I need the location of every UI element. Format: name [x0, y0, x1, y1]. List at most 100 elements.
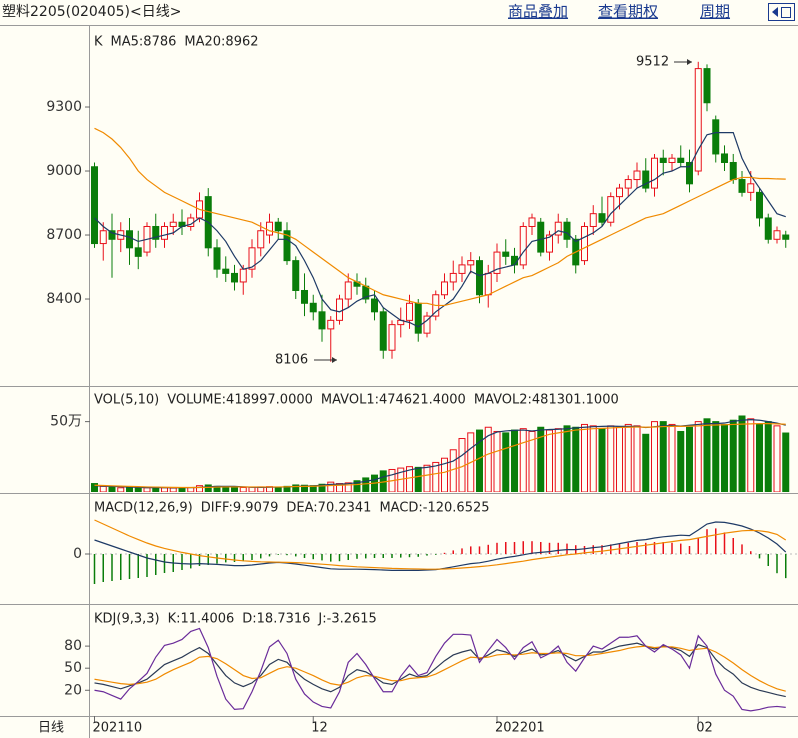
volume-bar [703, 418, 711, 492]
volume-bar [406, 466, 413, 492]
candle-body [266, 221, 273, 236]
candle-body [476, 260, 483, 296]
candle-body [449, 272, 457, 283]
candle-body [773, 230, 781, 240]
candle-body [659, 157, 667, 163]
y-tick-label: 8400 [46, 291, 82, 307]
y-tick-label: 80 [64, 638, 82, 654]
volume-bar [511, 429, 518, 492]
panel-plot [91, 61, 790, 362]
volume-bar [169, 487, 177, 492]
y-tick-label: 20 [64, 682, 82, 698]
volume-bar [747, 418, 755, 492]
candle-body [336, 298, 343, 321]
candle-body [694, 68, 702, 172]
icon-frame [768, 3, 795, 21]
candle-body [502, 251, 510, 257]
volume-bar [327, 481, 335, 492]
volume-bar [581, 423, 588, 492]
legend-item: K:11.4006 [168, 612, 235, 627]
legend-item: K [94, 35, 103, 50]
back-icon[interactable] [768, 3, 795, 21]
volume-bar [624, 423, 632, 492]
series-line [94, 627, 786, 712]
legend-item: MA20:8962 [184, 35, 258, 50]
series-line [94, 645, 786, 692]
candle-body [589, 213, 597, 227]
candle-body [99, 230, 107, 245]
series-line [94, 132, 786, 328]
y-tick-label: 50万 [50, 414, 82, 430]
legend-item: J:-3.2615 [317, 612, 376, 627]
candle-body [484, 272, 492, 296]
candle-body [441, 281, 448, 296]
candle-body [624, 179, 632, 189]
candle-body [379, 311, 387, 351]
volume-bar [414, 466, 422, 492]
volume-bar [99, 485, 107, 492]
legend-item: MACD:-120.6525 [379, 501, 489, 516]
volume-bar [178, 487, 186, 492]
volume-bar [134, 487, 142, 492]
volume-bar [668, 423, 676, 492]
candle-body [563, 221, 571, 240]
volume-bar [204, 484, 212, 492]
candle-body [134, 247, 142, 257]
volume-bar [117, 487, 125, 492]
volume-bar [126, 486, 133, 492]
icon-arrow [772, 7, 778, 17]
candle-body [406, 302, 413, 321]
candle-body [91, 166, 98, 245]
volume-bar [519, 428, 527, 492]
volume-bar [686, 426, 693, 492]
volume-bar [642, 433, 650, 492]
volume-bar [782, 432, 790, 492]
volume-bar [239, 486, 247, 492]
legend-item: KDJ(9,3,3) [94, 612, 160, 627]
y-tick-label: 9300 [46, 99, 82, 115]
volume-bar [546, 429, 553, 492]
panel-plot [90, 519, 798, 584]
candle-body [493, 251, 501, 274]
volume-bar [222, 486, 230, 492]
volume-bar [476, 429, 483, 492]
candle-body [537, 221, 545, 253]
series-line [94, 519, 787, 570]
candle-body [309, 302, 317, 313]
volume-bar [502, 432, 510, 492]
candle-body [152, 225, 160, 240]
panel-plot [91, 415, 790, 492]
x-tick-label: 202110 [93, 721, 143, 736]
link[interactable]: 商品叠加 [508, 3, 568, 21]
candle-body [607, 196, 615, 223]
candle-body [388, 324, 396, 351]
link[interactable]: 查看期权 [598, 3, 658, 21]
volume-bar [677, 430, 685, 492]
candle-body [318, 311, 326, 330]
candle-body [327, 319, 335, 330]
volume-bar [598, 428, 606, 492]
legend-item: MAVOL2:481301.1000 [474, 393, 619, 408]
y-tick-label: 8700 [46, 227, 82, 243]
volume-bar [738, 415, 746, 492]
candle-body [274, 221, 282, 232]
candle-body [169, 221, 177, 227]
x-tick-label: 12 [311, 721, 328, 736]
volume-bar [712, 421, 720, 492]
volume-bar [344, 482, 352, 492]
legend-item: DIFF:9.9079 [201, 501, 279, 516]
link[interactable]: 周期 [700, 3, 730, 21]
candle-body [677, 157, 685, 163]
annotation: 8106 [275, 353, 308, 368]
y-tick-label: 9000 [46, 163, 82, 179]
volume-bar [756, 423, 763, 492]
volume-bar [432, 461, 440, 492]
x-tick-label: 02 [696, 721, 713, 736]
volume-bar [651, 421, 658, 492]
volume-bar [231, 487, 238, 492]
candle-body [651, 157, 658, 189]
candle-body [686, 161, 693, 185]
x-tick-label: 202201 [495, 721, 545, 736]
icon-box [781, 7, 791, 18]
